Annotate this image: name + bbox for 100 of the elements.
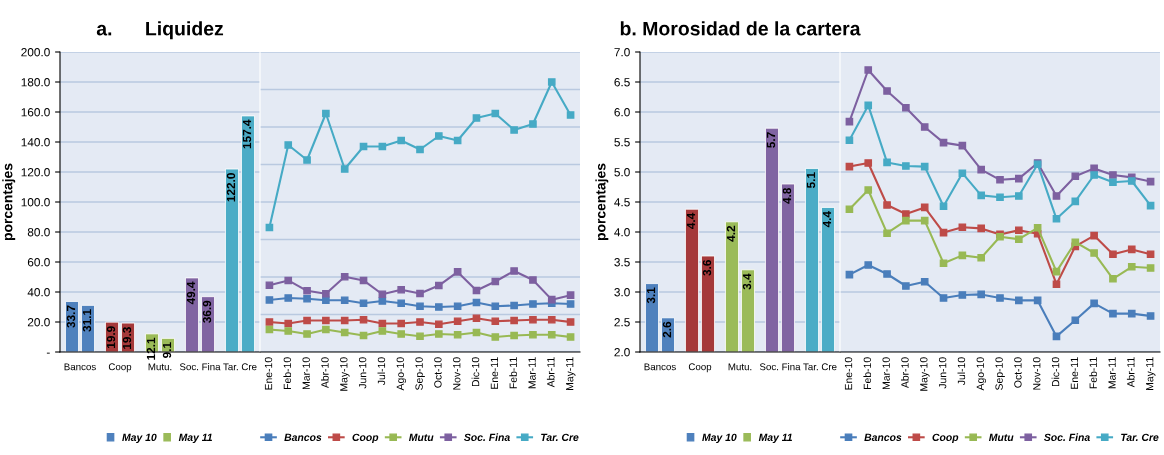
x-tick-label: Feb-11 — [509, 357, 517, 389]
data-label: 4.2 — [726, 225, 736, 242]
y-tick-label: 200.0 — [21, 48, 50, 57]
x-tick-label: Nov-10 — [1033, 357, 1041, 390]
chart-title: b. Morosidad de la cartera — [620, 21, 861, 36]
data-label: 3.6 — [702, 260, 712, 276]
data-label: 19.3 — [122, 327, 132, 349]
x-tick-label: Coop — [108, 363, 132, 373]
x-tick-label: Sep-10 — [995, 357, 1005, 390]
y-tick-label: 4.0 — [614, 228, 630, 237]
legend-label: Soc. Fina — [463, 433, 510, 442]
y-tick-label: 6.0 — [614, 108, 630, 117]
x-tick-label: Soc. Fina — [759, 363, 801, 371]
x-tick-label: Dic-10 — [471, 357, 480, 387]
x-tick-label: May-10 — [340, 357, 350, 391]
x-tick-label: Mar-10 — [882, 357, 890, 389]
x-tick-label: Dic-10 — [1051, 357, 1060, 387]
legend-label: Coop — [932, 433, 959, 444]
x-tick-label: Mutu. — [148, 363, 172, 371]
x-tick-label: May-11 — [1146, 357, 1156, 390]
y-axis-title: porcentajes — [595, 163, 609, 241]
x-tick-label: Soc. Fina — [179, 363, 221, 371]
y-tick-label: 60.0 — [27, 258, 50, 267]
y-tick-label: 6.5 — [614, 78, 630, 87]
x-tick-label: May-11 — [566, 357, 576, 390]
x-tick-label: Ene-11 — [490, 357, 499, 389]
data-label: 31.1 — [82, 309, 92, 332]
y-tick-label: 100.0 — [21, 198, 50, 207]
x-tick-label: Tar. Cre — [803, 363, 837, 371]
x-tick-label: Jun-10 — [358, 357, 367, 389]
x-tick-label: Abr-10 — [901, 357, 909, 389]
chart-title: a. Liquidez — [96, 21, 224, 40]
legend-label: Bancos — [284, 433, 322, 442]
x-tick-label: Feb-10 — [863, 357, 872, 390]
legend-label: Mutu — [408, 433, 434, 442]
data-label: 9.1 — [162, 342, 172, 358]
x-tick-label: Abr-11 — [546, 357, 555, 388]
legend-label: May 11 — [178, 433, 213, 444]
y-tick-label: 40.0 — [27, 288, 50, 297]
data-label: 2.6 — [662, 321, 672, 338]
x-tick-label: Abr-10 — [321, 357, 329, 389]
legend-label: Soc. Fina — [1043, 433, 1090, 442]
data-label: 12.1 — [146, 337, 156, 360]
legend-label: Tar. Cre — [541, 433, 579, 442]
y-tick-label: 120.0 — [21, 168, 50, 177]
x-tick-label: Mar-11 — [528, 357, 536, 389]
x-tick-label: Mar-11 — [1108, 357, 1116, 389]
legend-label: Coop — [352, 433, 379, 444]
legend-label: Bancos — [864, 433, 902, 442]
legend-label: Mutu — [988, 433, 1014, 442]
x-tick-label: Tar. Cre — [223, 363, 257, 371]
y-tick-label: 4.5 — [614, 198, 630, 207]
y-tick-label: 7.0 — [614, 48, 630, 57]
data-label: 19.9 — [106, 326, 116, 348]
x-tick-label: Ago-10 — [396, 357, 407, 391]
x-tick-label: Jul-10 — [957, 357, 966, 386]
x-tick-label: May-10 — [920, 357, 930, 391]
x-tick-label: Abr-11 — [1126, 357, 1135, 388]
y-tick-label: 2.5 — [614, 318, 630, 327]
data-label: 122.0 — [226, 173, 236, 202]
data-label: 5.1 — [806, 172, 816, 189]
data-label: 157.4 — [242, 119, 252, 149]
y-tick-label: 3.5 — [614, 258, 630, 267]
x-tick-label: Feb-11 — [1089, 357, 1097, 389]
data-label: 4.8 — [782, 187, 792, 204]
x-tick-label: Jul-10 — [377, 357, 386, 386]
x-tick-label: Mutu. — [728, 363, 752, 371]
y-tick-label: - — [46, 352, 50, 354]
x-tick-label: Ene-10 — [264, 357, 273, 390]
y-tick-label: 5.0 — [614, 168, 630, 177]
data-label: 33.7 — [66, 305, 76, 328]
x-tick-label: Jun-10 — [938, 357, 947, 389]
x-tick-label: Bancos — [644, 363, 676, 371]
y-tick-label: 20.0 — [27, 318, 50, 327]
x-tick-label: Oct-10 — [434, 357, 442, 388]
legend-label: Tar. Cre — [1121, 433, 1159, 442]
x-tick-label: Feb-10 — [283, 357, 292, 390]
legend-label: May 10 — [122, 433, 157, 444]
x-tick-label: Ene-11 — [1070, 357, 1079, 389]
data-label: 4.4 — [686, 212, 696, 230]
x-tick-label: Ene-10 — [844, 357, 853, 390]
data-label: 49.4 — [186, 281, 196, 305]
y-tick-label: 2.0 — [614, 348, 630, 357]
data-label: 3.4 — [742, 273, 752, 290]
data-label: 5.7 — [766, 132, 776, 148]
x-tick-label: Mar-10 — [302, 357, 310, 389]
legend-label: May 11 — [758, 433, 793, 444]
y-tick-label: 180.0 — [21, 78, 50, 87]
x-tick-label: Oct-10 — [1014, 357, 1022, 388]
x-tick-label: Ago-10 — [976, 357, 987, 391]
y-axis-title: porcentajes — [2, 163, 16, 241]
data-label: 4.4 — [822, 211, 832, 228]
y-tick-label: 140.0 — [21, 138, 50, 147]
x-tick-label: Nov-10 — [453, 357, 461, 390]
y-tick-label: 160.0 — [21, 108, 50, 117]
legend-label: May 10 — [702, 433, 737, 444]
y-tick-label: 3.0 — [614, 288, 630, 297]
x-tick-label: Bancos — [64, 363, 96, 371]
x-tick-label: Coop — [688, 363, 712, 373]
y-tick-label: 5.5 — [614, 138, 630, 147]
